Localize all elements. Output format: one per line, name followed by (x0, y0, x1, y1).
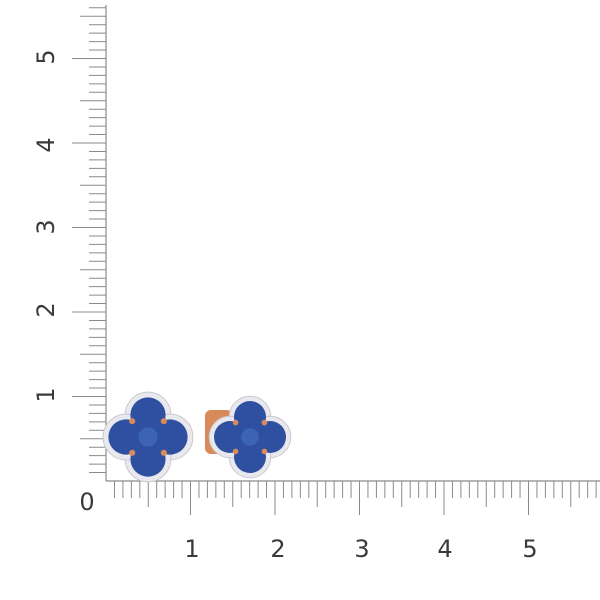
y-label-3: 3 (32, 219, 60, 234)
sapphire-stone (214, 421, 246, 453)
x-label-1: 1 (184, 535, 199, 563)
sapphire-stone (108, 419, 144, 455)
sapphire-stone (130, 397, 166, 433)
sapphire-stone (152, 419, 188, 455)
ruler-ticks (72, 5, 600, 515)
x-label-4: 4 (437, 535, 452, 563)
x-label-3: 3 (354, 535, 369, 563)
x-label-2: 2 (270, 535, 285, 563)
sapphire-stone (234, 401, 266, 433)
sapphire-stone (130, 441, 166, 477)
y-label-2: 2 (32, 302, 60, 317)
sapphire-stone (254, 421, 286, 453)
y-label-4: 4 (32, 137, 60, 152)
earring-front (102, 391, 194, 483)
earrings (102, 391, 292, 483)
origin-label: 0 (79, 488, 94, 516)
y-label-5: 5 (32, 49, 60, 64)
x-label-5: 5 (522, 535, 537, 563)
sapphire-stone (234, 441, 266, 473)
earring-angled (208, 395, 292, 479)
y-label-1: 1 (32, 387, 60, 402)
